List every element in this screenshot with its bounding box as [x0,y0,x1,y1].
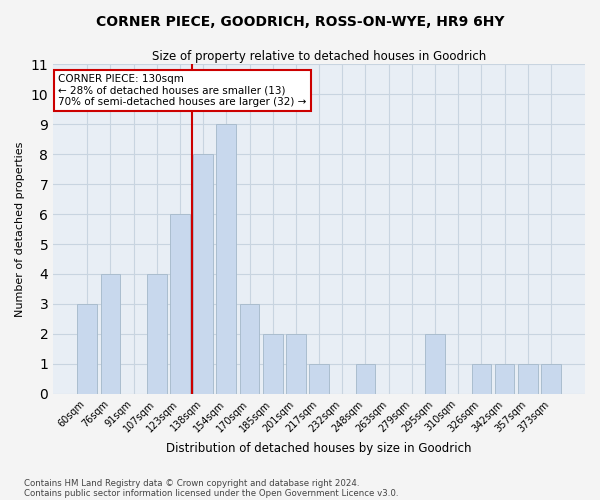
Bar [77,304,97,394]
Title: Size of property relative to detached houses in Goodrich: Size of property relative to detached ho… [152,50,486,63]
Bar [147,274,167,394]
Text: CORNER PIECE: 130sqm
← 28% of detached houses are smaller (13)
70% of semi-detac: CORNER PIECE: 130sqm ← 28% of detached h… [58,74,307,108]
Bar [286,334,306,394]
Bar [425,334,445,394]
Bar [170,214,190,394]
Bar [217,124,236,394]
Y-axis label: Number of detached properties: Number of detached properties [15,142,25,316]
Bar [263,334,283,394]
Text: CORNER PIECE, GOODRICH, ROSS-ON-WYE, HR9 6HY: CORNER PIECE, GOODRICH, ROSS-ON-WYE, HR9… [96,15,504,29]
Bar [518,364,538,394]
Bar [541,364,561,394]
Text: Contains public sector information licensed under the Open Government Licence v3: Contains public sector information licen… [24,488,398,498]
Bar [356,364,376,394]
Text: Contains HM Land Registry data © Crown copyright and database right 2024.: Contains HM Land Registry data © Crown c… [24,478,359,488]
Bar [239,304,259,394]
Bar [309,364,329,394]
Bar [472,364,491,394]
Bar [101,274,120,394]
Bar [193,154,213,394]
X-axis label: Distribution of detached houses by size in Goodrich: Distribution of detached houses by size … [166,442,472,455]
Bar [495,364,514,394]
